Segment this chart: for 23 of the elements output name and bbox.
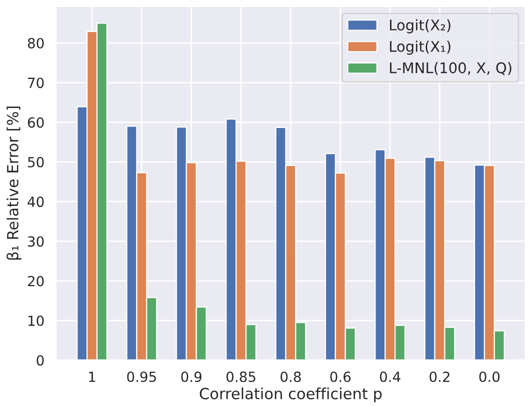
y-tick-label: 70 [28, 78, 44, 88]
y-tick-label: 80 [28, 38, 44, 48]
x-tick-label: 0.4 [380, 372, 400, 382]
y-tick-label: 50 [28, 156, 44, 168]
x-tick-label: 0.0 [479, 372, 500, 382]
y-tick-label: 60 [28, 117, 44, 128]
legend-label: Logit(X₁) [390, 40, 450, 55]
x-tick-label: 0.85 [226, 372, 256, 382]
legend-label: L-MNL(100, X, Q) [390, 62, 512, 76]
legend-label: Logit(X₂) [390, 19, 450, 34]
y-tick-label: 10 [28, 316, 44, 326]
x-tick-label: 0.95 [127, 372, 156, 382]
x-tick-label: 0.2 [430, 372, 450, 382]
y-tick-label: 0 [36, 355, 44, 366]
y-tick-label: 40 [28, 196, 44, 208]
x-tick-label: 0.9 [181, 372, 202, 382]
x-tick-label: 0.6 [330, 372, 351, 382]
y-axis-title: β₁ Relative Error [%] [6, 106, 22, 260]
x-tick-label: 0.8 [280, 372, 301, 382]
y-tick-label: 20 [28, 276, 44, 286]
x-tick-label: 1 [89, 372, 96, 382]
x-axis-title: Correlation coefficient p [200, 388, 382, 402]
y-tick-label: 30 [28, 236, 44, 247]
